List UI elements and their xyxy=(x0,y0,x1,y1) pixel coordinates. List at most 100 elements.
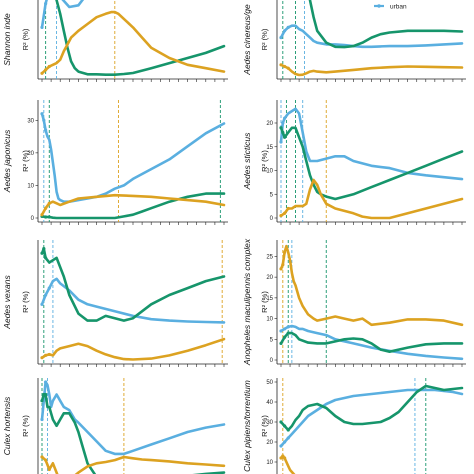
y-axis-title: Culex hortensis xyxy=(2,396,12,455)
series-point-orange xyxy=(44,68,48,72)
series-point-urban xyxy=(44,293,48,297)
y-axis-title: Aedes vexans xyxy=(2,275,12,330)
panel-5: Aedes vexans R² (%) xyxy=(2,240,228,367)
series-point-urban xyxy=(40,112,44,116)
series-line-urban xyxy=(40,112,226,203)
series-point-urban xyxy=(279,140,283,144)
plot-area xyxy=(40,378,226,474)
series-point-urban xyxy=(42,118,46,122)
series-line-green xyxy=(40,192,226,220)
series-line-green xyxy=(279,384,464,432)
series-line-orange xyxy=(279,244,464,327)
series-point-green xyxy=(279,126,283,130)
series-point-orange xyxy=(283,250,287,254)
series-point-orange xyxy=(40,213,44,217)
panel-2: Aedes cinereus/ge R² (%) xyxy=(242,0,466,82)
series-point-orange xyxy=(40,356,44,360)
y-tick-label: 10 xyxy=(27,183,34,189)
series-point-green xyxy=(44,392,48,397)
series-point-green xyxy=(286,331,290,335)
series-point-green xyxy=(279,341,283,346)
series-point-green xyxy=(47,215,51,219)
series-point-urban xyxy=(281,121,285,125)
y-tick-label: 10 xyxy=(266,460,273,466)
series-point-green xyxy=(44,215,48,219)
series-point-orange xyxy=(40,71,44,75)
series-point-orange xyxy=(40,455,44,459)
series-point-green xyxy=(44,256,48,260)
y-tick-label: 25 xyxy=(266,254,273,260)
plot-area xyxy=(40,100,226,222)
series-point-orange xyxy=(286,206,290,211)
series-point-orange xyxy=(47,467,51,472)
series-point-orange xyxy=(47,352,51,357)
y-tick-label: 20 xyxy=(266,275,273,281)
legend-label-urban: urban xyxy=(390,4,407,11)
plot-area xyxy=(279,100,464,222)
series-line-green xyxy=(40,393,226,474)
y-tick-label: 30 xyxy=(266,420,273,426)
y-tick-label: 15 xyxy=(266,145,273,151)
series-point-green xyxy=(40,251,44,255)
series-line-green xyxy=(279,126,464,201)
series-point-urban xyxy=(283,29,287,33)
series-line-urban xyxy=(279,24,464,49)
series-point-green xyxy=(42,247,46,251)
series-point-urban xyxy=(279,329,283,333)
plot-area xyxy=(40,240,226,364)
series-line-urban xyxy=(279,388,464,448)
series-point-urban xyxy=(47,286,51,290)
y-axis-unit: R² (%) xyxy=(260,415,269,437)
panel-4: 0 5 10 15 20 Aedes sticticus R² (%) xyxy=(242,100,466,225)
series-point-urban xyxy=(44,128,48,132)
series-point-urban xyxy=(279,36,283,40)
y-tick-label: 0 xyxy=(270,358,274,364)
y-axis-unit: R² (%) xyxy=(260,291,269,313)
y-tick-label: 5 xyxy=(270,337,274,343)
y-axis-title: Culex pipiens/torrentium xyxy=(242,380,252,472)
legend: urban xyxy=(374,4,407,11)
legend-key-point xyxy=(377,4,381,8)
plot-area xyxy=(279,378,464,474)
series-line-urban xyxy=(40,0,85,29)
series-line-urban xyxy=(279,324,464,361)
series-point-orange xyxy=(47,64,51,69)
series-point-urban xyxy=(279,444,283,448)
series-point-orange xyxy=(279,63,283,67)
plot-area xyxy=(40,0,226,79)
y-tick-label: 0 xyxy=(270,216,274,222)
plot-area xyxy=(279,0,464,79)
series-point-orange xyxy=(283,211,287,215)
plot-area xyxy=(279,240,464,364)
series-point-orange xyxy=(44,458,48,462)
series-point-urban xyxy=(286,325,290,329)
y-axis-title: Aedes japonicus xyxy=(2,129,12,193)
y-tick-label: 5 xyxy=(270,192,274,198)
y-tick-label: 30 xyxy=(27,118,34,124)
series-point-orange xyxy=(279,214,283,218)
series-point-urban xyxy=(40,417,44,422)
series-line-orange xyxy=(279,178,464,220)
y-axis-title: Aedes sticticus xyxy=(242,132,252,190)
series-point-urban xyxy=(283,327,287,331)
y-axis-unit: R² (%) xyxy=(21,291,30,313)
series-point-orange xyxy=(47,201,51,205)
y-tick-label: 20 xyxy=(266,440,273,446)
series-point-urban xyxy=(286,436,290,440)
y-tick-label: 20 xyxy=(266,121,273,127)
series-point-orange xyxy=(286,66,290,70)
panel-1: Shannon inde R² (%) xyxy=(2,0,228,82)
series-line-orange xyxy=(279,63,464,77)
series-point-green xyxy=(283,335,287,339)
series-point-orange xyxy=(283,64,287,69)
series-point-green xyxy=(286,428,290,432)
series-point-orange xyxy=(44,206,48,210)
series-point-orange xyxy=(283,456,287,460)
series-line-green xyxy=(279,331,464,353)
series-point-urban xyxy=(286,25,290,29)
series-point-green xyxy=(283,424,287,428)
y-tick-label: 40 xyxy=(266,400,273,406)
y-axis-unit: R² (%) xyxy=(21,28,30,50)
series-line-urban xyxy=(40,380,226,456)
y-tick-label: 50 xyxy=(266,380,273,386)
